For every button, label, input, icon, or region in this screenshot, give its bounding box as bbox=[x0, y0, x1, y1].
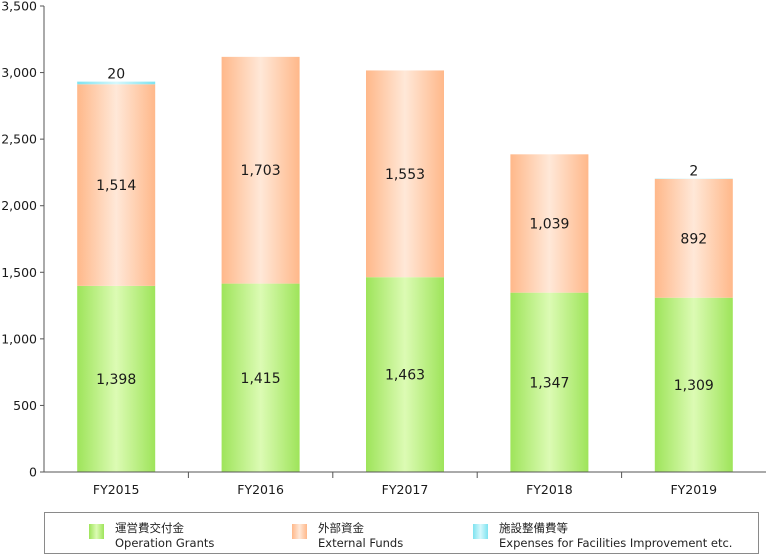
y-tick-label: 500 bbox=[13, 398, 37, 413]
bar-segment-fy2018-s0 bbox=[510, 292, 589, 472]
x-tick-label: FY2018 bbox=[526, 482, 573, 497]
data-label: 1,463 bbox=[385, 368, 425, 384]
y-tick-label: 2,000 bbox=[1, 198, 37, 213]
x-tick-label: FY2016 bbox=[237, 482, 284, 497]
data-label: 1,553 bbox=[385, 167, 425, 183]
data-label: 892 bbox=[680, 231, 707, 247]
legend-label-jp: 施設整備費等 bbox=[499, 521, 568, 535]
x-tick-label: FY2015 bbox=[93, 482, 140, 497]
data-label: 1,039 bbox=[529, 216, 569, 232]
y-tick-label: 2,500 bbox=[1, 132, 37, 147]
legend-swatch-operation-grants bbox=[89, 524, 104, 539]
bar-segment-fy2015-s0 bbox=[77, 285, 156, 472]
data-label: 20 bbox=[107, 67, 125, 83]
legend-label-en: Operation Grants bbox=[115, 536, 215, 550]
data-label: 1,309 bbox=[674, 378, 714, 394]
data-label: 2 bbox=[689, 164, 698, 180]
x-tick-label: FY2019 bbox=[670, 482, 717, 497]
data-label: 1,398 bbox=[96, 372, 136, 388]
legend-swatch-facilities-improvement bbox=[473, 524, 488, 539]
bar-segment-fy2016-s1 bbox=[221, 56, 300, 284]
bar-segment-fy2015-s2 bbox=[77, 81, 156, 85]
bar-segment-fy2017-s0 bbox=[366, 277, 444, 472]
bar-segment-fy2017-s1 bbox=[366, 70, 444, 278]
bar-segment-fy2019-s1 bbox=[654, 178, 733, 298]
bar-segment-fy2015-s1 bbox=[77, 84, 156, 286]
y-tick-label: 3,000 bbox=[1, 65, 37, 80]
y-tick-label: 3,500 bbox=[1, 0, 37, 14]
legend-label-en: External Funds bbox=[318, 536, 404, 550]
legend-swatch-external-funds bbox=[292, 524, 307, 539]
legend-label-jp: 運営費交付金 bbox=[115, 521, 184, 535]
x-tick-label: FY2017 bbox=[382, 482, 429, 497]
bar-segment-fy2016-s0 bbox=[221, 283, 300, 472]
data-label: 1,415 bbox=[241, 371, 281, 387]
data-label: 1,347 bbox=[529, 375, 569, 391]
legend-label-en: Expenses for Facilities Improvement etc. bbox=[499, 536, 733, 550]
legend-label-jp: 外部資金 bbox=[318, 521, 364, 535]
bar-segment-fy2018-s1 bbox=[510, 154, 589, 293]
data-label: 1,703 bbox=[241, 163, 281, 179]
bar-segment-fy2019-s0 bbox=[654, 297, 733, 472]
y-tick-label: 1,000 bbox=[1, 331, 37, 346]
data-label: 1,514 bbox=[96, 178, 136, 194]
y-tick-label: 1,500 bbox=[1, 265, 37, 280]
legend: 運営費交付金 Operation Grants 外部資金 External Fu… bbox=[44, 512, 759, 554]
y-tick-label: 0 bbox=[29, 465, 37, 480]
